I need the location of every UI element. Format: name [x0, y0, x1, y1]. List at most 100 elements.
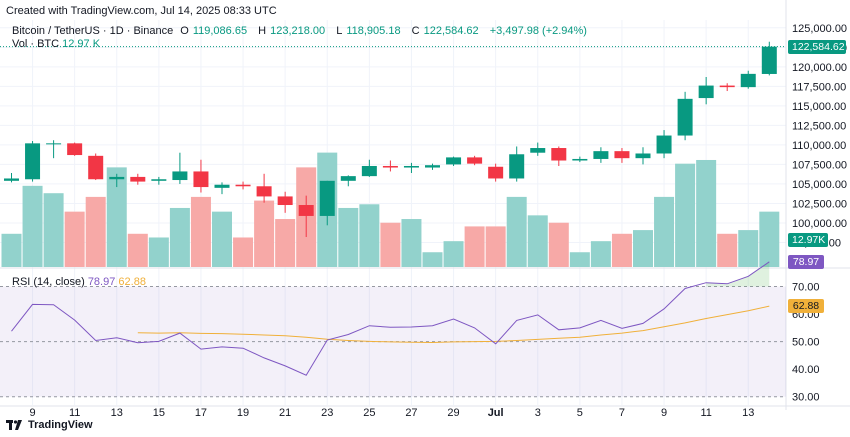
- volume-bar: [127, 233, 148, 267]
- volume-bar: [738, 230, 759, 267]
- volume-bar: [22, 185, 43, 267]
- time-tick-label: 13: [742, 407, 754, 419]
- candle-body: [467, 157, 483, 164]
- volume-bar: [696, 159, 717, 267]
- volume-bar: [443, 241, 464, 267]
- volume-bar: [106, 167, 127, 267]
- time-tick-label: 29: [447, 407, 459, 419]
- volume-title[interactable]: Vol · BTC: [12, 38, 60, 50]
- time-tick-label: 11: [69, 407, 80, 419]
- time-tick-label: 23: [321, 407, 333, 419]
- candle-body: [340, 176, 356, 181]
- symbol-title[interactable]: Bitcoin / TetherUS · 1D · Binance: [12, 25, 174, 37]
- time-tick-label: 25: [363, 407, 375, 419]
- volume-bar: [401, 219, 422, 267]
- close-value: C 122,584.62: [411, 25, 479, 37]
- candle-body: [593, 151, 609, 159]
- rsi-overbought-fill: [727, 276, 749, 287]
- candle-body: [614, 151, 630, 159]
- low-value: L 118,905.18: [336, 25, 401, 37]
- candle-body: [172, 171, 188, 181]
- rsi-tick-label: 30.00: [792, 392, 820, 404]
- volume-bar: [422, 252, 443, 267]
- candle-body: [361, 165, 377, 177]
- rsi-value-badge: 78.97: [788, 254, 824, 269]
- candle-body: [25, 143, 41, 180]
- time-tick-label: 5: [577, 407, 583, 419]
- time-tick-label: 17: [195, 407, 207, 419]
- volume-value: 12.97 K: [62, 38, 101, 50]
- candle-body: [46, 143, 62, 145]
- volume-bar: [759, 211, 780, 267]
- candle-body: [88, 155, 104, 180]
- volume-bars: [1, 152, 780, 267]
- volume-bar: [338, 207, 359, 267]
- candle-body: [130, 176, 146, 182]
- time-tick-label: 13: [111, 407, 123, 419]
- candle-body: [740, 73, 756, 88]
- candle-body: [488, 166, 504, 179]
- price-tick-label: 120,000.00: [792, 62, 847, 74]
- time-tick-label: 9: [29, 407, 35, 419]
- candle-body: [551, 148, 567, 161]
- high-value: H 123,218.00: [258, 25, 326, 37]
- volume-bar: [654, 196, 675, 267]
- rsi-tick-label: 50.00: [792, 337, 820, 349]
- volume-bar: [359, 204, 380, 267]
- volume-bar: [485, 226, 506, 267]
- tradingview-logo-icon: [6, 419, 22, 430]
- volume-bar: [43, 193, 64, 267]
- price-tick-label: 112,500.00: [792, 120, 846, 132]
- time-tick-label: 19: [237, 407, 249, 419]
- candle-body: [677, 98, 693, 136]
- candle-body: [109, 176, 125, 180]
- rsi-title[interactable]: RSI (14, close): [12, 276, 85, 288]
- price-tick-label: 117,500.00: [792, 81, 846, 93]
- time-tick-label: 21: [279, 407, 291, 419]
- volume-bar: [633, 230, 653, 267]
- time-tick-label: 11: [700, 407, 711, 419]
- price-tick-label: 107,500.00: [792, 159, 847, 171]
- candle-body: [425, 165, 440, 168]
- time-tick-label: Jul: [488, 407, 504, 419]
- price-tick-label: 125,000.00: [792, 23, 847, 35]
- candle-body: [151, 179, 167, 181]
- price-tick-label: 110,000.00: [792, 140, 846, 152]
- candle-body: [656, 135, 672, 154]
- candles: [0, 41, 786, 238]
- price-tick-label: 115,000.00: [792, 101, 846, 113]
- candle-body: [319, 180, 335, 216]
- time-tick-label: 9: [661, 407, 667, 419]
- candle-body: [4, 178, 19, 181]
- candle-body: [635, 153, 651, 159]
- candle-body: [403, 165, 419, 168]
- volume-bar: [275, 219, 296, 267]
- volume-bar: [148, 237, 169, 267]
- time-tick-label: 27: [405, 407, 417, 419]
- rsi-line: [11, 261, 770, 376]
- time-tick-label: 15: [153, 407, 165, 419]
- price-tick-label: 100,000.00: [792, 218, 847, 230]
- volume-bar: [611, 233, 632, 267]
- price-tick-label: 105,000.00: [792, 179, 847, 191]
- candle-body: [719, 85, 735, 88]
- rsi-legend-value: 78.97: [87, 276, 116, 288]
- tradingview-footer[interactable]: TradingView: [6, 419, 93, 431]
- volume-bar: [233, 237, 254, 267]
- volume-legend: Vol · BTC 12.97 K: [12, 38, 100, 50]
- candle-body: [530, 148, 546, 153]
- rsi-legend: RSI (14, close) 78.97 62.88: [12, 276, 146, 288]
- volume-bar: [590, 241, 611, 267]
- rsi-tick-label: 40.00: [792, 364, 820, 376]
- volume-bar: [675, 163, 696, 267]
- volume-bar: [169, 207, 190, 267]
- candle-body: [256, 186, 272, 197]
- volume-bar: [527, 215, 548, 267]
- candle-body: [761, 46, 777, 74]
- candle-body: [67, 143, 83, 156]
- change-value: +3,497.98 (+2.94%): [489, 25, 587, 37]
- volume-bar: [85, 196, 106, 267]
- candle-body: [214, 184, 230, 188]
- rsi-ma-value-badge: 62.88: [788, 299, 824, 314]
